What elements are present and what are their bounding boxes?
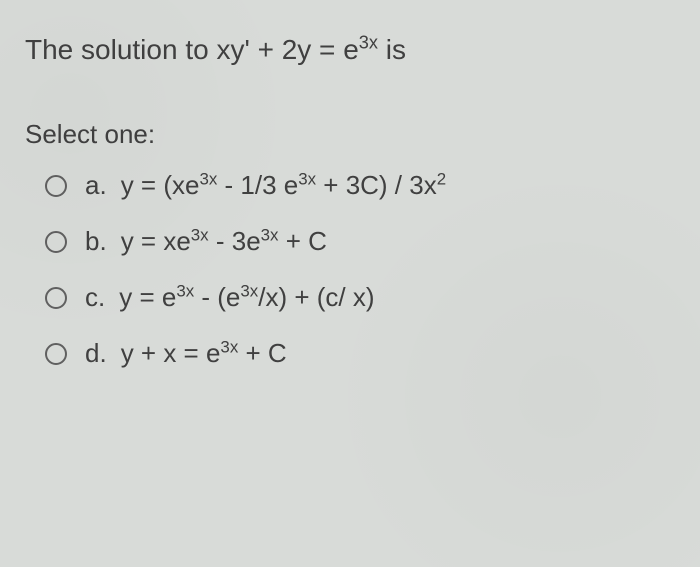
- radio-d[interactable]: [45, 343, 67, 365]
- option-b[interactable]: b. y = xe3x - 3e3x + C: [45, 226, 675, 257]
- radio-c[interactable]: [45, 287, 67, 309]
- stem-suffix: is: [378, 34, 406, 65]
- option-c[interactable]: c. y = e3x - (e3x/x) + (c/ x): [45, 282, 675, 313]
- radio-a[interactable]: [45, 175, 67, 197]
- options-group: a. y = (xe3x - 1/3 e3x + 3C) / 3x2 b. y …: [25, 170, 675, 369]
- option-d-letter: d.: [85, 338, 107, 369]
- stem-exponent: 3x: [359, 33, 378, 53]
- question-stem: The solution to xy' + 2y = e3x is: [25, 30, 675, 69]
- option-c-letter: c.: [85, 282, 105, 313]
- option-a-text: y = (xe3x - 1/3 e3x + 3C) / 3x2: [121, 170, 446, 201]
- option-d[interactable]: d. y + x = e3x + C: [45, 338, 675, 369]
- option-c-text: y = e3x - (e3x/x) + (c/ x): [119, 282, 374, 313]
- option-b-letter: b.: [85, 226, 107, 257]
- radio-b[interactable]: [45, 231, 67, 253]
- stem-equation: xy' + 2y = e: [216, 34, 358, 65]
- option-b-text: y = xe3x - 3e3x + C: [121, 226, 327, 257]
- stem-prefix: The solution to: [25, 34, 216, 65]
- option-a-letter: a.: [85, 170, 107, 201]
- option-a[interactable]: a. y = (xe3x - 1/3 e3x + 3C) / 3x2: [45, 170, 675, 201]
- option-d-text: y + x = e3x + C: [121, 338, 287, 369]
- select-one-label: Select one:: [25, 119, 675, 150]
